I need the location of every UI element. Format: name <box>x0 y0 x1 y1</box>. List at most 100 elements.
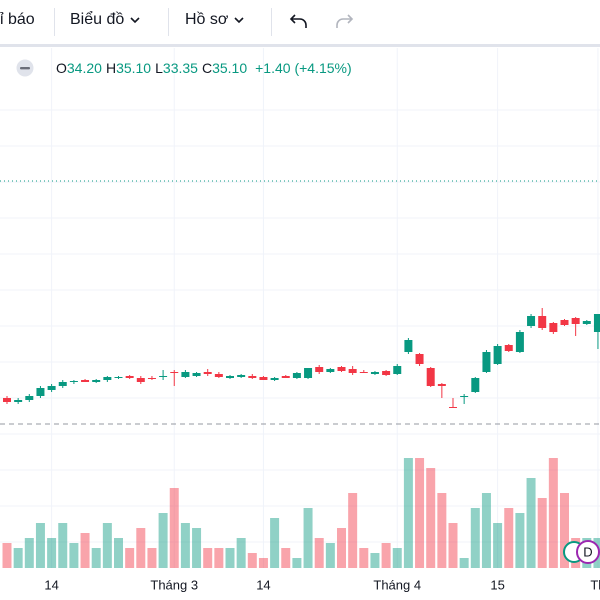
x-tick-label: 15 <box>490 577 504 592</box>
toolbar: ỉ báo Biểu đồ Hồ sơ <box>0 0 600 47</box>
candle-body <box>527 316 536 326</box>
x-tick-label: Th <box>590 577 600 592</box>
volume-bar <box>80 533 90 568</box>
candle-body <box>348 369 357 373</box>
volume-bar <box>47 538 57 568</box>
candle-body <box>315 367 324 372</box>
menu-chart[interactable]: Biểu đồ <box>70 11 141 29</box>
volume-bar <box>2 543 12 568</box>
volume-bar <box>303 508 313 568</box>
volume-bar <box>91 548 101 568</box>
volume-bar <box>214 548 224 568</box>
open-value: 34.20 <box>66 60 102 76</box>
candle-body <box>449 407 457 408</box>
candle-body <box>237 375 246 377</box>
ohlc-legend: O 34.20 H 35.10 L 33.35 C 35.10 +1.40 (+4.15… <box>0 58 356 78</box>
candle-body <box>393 366 402 374</box>
candle-body <box>203 372 212 374</box>
candle-body <box>560 320 569 325</box>
candle-body <box>47 386 56 390</box>
volume-bar <box>426 468 436 568</box>
candle-body <box>92 380 101 382</box>
menu-indicators[interactable]: ỉ báo <box>0 11 35 28</box>
candle-body <box>36 388 45 396</box>
volume-bar <box>381 543 391 568</box>
volume-bar <box>270 518 280 568</box>
high-value: 35.10 <box>116 60 152 76</box>
candle-body <box>471 378 480 392</box>
chevron <box>234 17 244 23</box>
volume-bar <box>247 553 257 568</box>
volume-bar <box>325 543 335 568</box>
candle-body <box>326 369 335 372</box>
candle-body <box>270 378 279 380</box>
volume-bar <box>203 548 213 568</box>
candle-body <box>281 376 290 378</box>
candle-body <box>147 378 156 379</box>
volume-bar <box>537 498 547 568</box>
x-tick-label: 14 <box>256 577 270 592</box>
candle-body <box>81 380 90 382</box>
candle-body <box>549 323 558 332</box>
volume-bar <box>258 558 268 568</box>
volume-bar <box>292 558 302 568</box>
candle-body <box>103 377 112 380</box>
candle-body <box>214 374 223 377</box>
candle-body <box>14 400 23 402</box>
candle-body <box>259 377 268 380</box>
volume-bar <box>147 548 157 568</box>
candle-body <box>58 382 67 386</box>
volume-bar <box>470 508 480 568</box>
redo[interactable] <box>333 12 355 32</box>
badge <box>576 540 600 564</box>
candle-body <box>538 316 547 328</box>
separator <box>54 8 55 36</box>
menu-profile[interactable]: Hồ sơ <box>185 11 245 29</box>
volume-bar <box>481 493 491 568</box>
volume-bar <box>415 458 425 568</box>
volume-bar <box>102 523 112 568</box>
volume-bar <box>548 458 558 568</box>
candle-body <box>192 373 201 376</box>
candle-body <box>170 372 179 373</box>
candle-body <box>125 376 134 378</box>
volume-bar <box>359 548 369 568</box>
open-label: O <box>56 60 67 76</box>
x-tick-label: Tháng 4 <box>373 577 421 592</box>
candle-body <box>437 384 446 386</box>
candle-body <box>114 377 123 378</box>
x-tick-label: 14 <box>44 577 58 592</box>
candle-body <box>359 372 368 373</box>
volume-bar <box>526 478 536 568</box>
chevron <box>130 17 140 23</box>
separator <box>168 8 169 36</box>
candle-body <box>593 314 600 332</box>
candle-body <box>248 376 257 378</box>
close-value: 35.10 <box>212 60 248 76</box>
volume-bar <box>169 488 179 568</box>
volume-bar <box>403 458 413 568</box>
close-label: C <box>201 60 213 76</box>
volume-bar <box>515 513 525 568</box>
candle-body <box>404 340 413 352</box>
volume-bar <box>114 538 123 568</box>
collapse-icon[interactable] <box>14 59 36 77</box>
volume-bar <box>493 523 503 568</box>
volume-bar <box>35 523 45 568</box>
volume-bar <box>13 548 23 568</box>
candle-body <box>582 321 591 324</box>
candle-body <box>370 372 379 374</box>
volume-bar <box>225 548 235 568</box>
low-value: 33.35 <box>162 60 198 76</box>
volume-bar <box>136 528 146 568</box>
candle-body <box>181 372 190 377</box>
volume-bar <box>560 493 569 568</box>
volume-bar <box>236 538 246 568</box>
low-label: L <box>155 60 163 76</box>
volume-bar <box>437 493 447 568</box>
volume-bar <box>158 513 168 568</box>
undo[interactable] <box>288 12 310 32</box>
volume-bar <box>337 528 346 568</box>
